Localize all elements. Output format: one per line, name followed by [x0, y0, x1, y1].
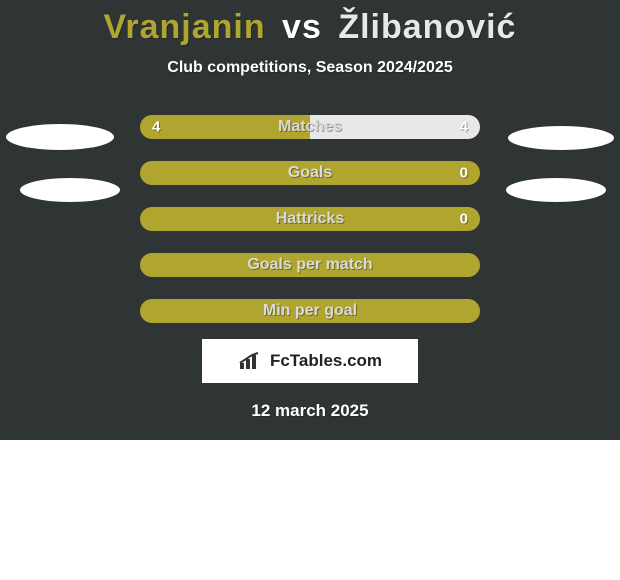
subtitle: Club competitions, Season 2024/2025: [0, 59, 620, 77]
player1-name: Vranjanin: [104, 8, 266, 46]
decorative-ellipse: [6, 124, 114, 150]
stat-row: Hattricks0: [140, 207, 480, 231]
player2-name: Žlibanović: [338, 8, 516, 46]
logo-chart-icon: [238, 351, 264, 371]
bar-fill-left: [140, 161, 480, 185]
vs-label: vs: [282, 8, 322, 46]
logo-box: FcTables.com: [202, 339, 418, 383]
bar-fill-left: [140, 115, 310, 139]
decorative-ellipse: [508, 126, 614, 150]
date-label: 12 march 2025: [0, 401, 620, 421]
logo-text: FcTables.com: [270, 351, 382, 371]
decorative-ellipse: [20, 178, 120, 202]
bar-fill-left: [140, 207, 480, 231]
bar-fill-right: [310, 115, 480, 139]
stat-row: Goals per match: [140, 253, 480, 277]
title: Vranjanin vs Žlibanović: [0, 0, 620, 47]
stat-row: Matches44: [140, 115, 480, 139]
bar-fill-left: [140, 253, 480, 277]
stat-row: Goals0: [140, 161, 480, 185]
bar-fill-left: [140, 299, 480, 323]
comparison-card: Vranjanin vs Žlibanović Club competition…: [0, 0, 620, 440]
decorative-ellipse: [506, 178, 606, 202]
stat-row: Min per goal: [140, 299, 480, 323]
